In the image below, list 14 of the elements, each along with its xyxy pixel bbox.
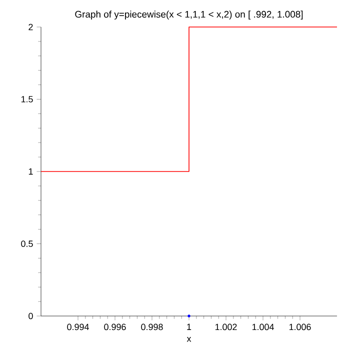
x-tick-label: 0.998 xyxy=(141,324,163,330)
x-tick-label: 1.006 xyxy=(289,324,311,330)
y-tick-label: 0 xyxy=(28,312,33,320)
y-tick-label: 0.5 xyxy=(21,240,33,247)
x-tick-label: 0.996 xyxy=(104,324,126,330)
y-tick-label: 1.5 xyxy=(21,96,33,102)
x-tick-label: 1 xyxy=(187,324,192,330)
y-tick-label: 1 xyxy=(28,168,33,175)
x-tick-label: 1.004 xyxy=(252,324,274,330)
x-axis-title: x xyxy=(186,336,192,342)
x-tick-label: 1.002 xyxy=(215,324,237,330)
x-tick-label: 0.994 xyxy=(67,324,89,330)
chart-title: Graph of y=piecewise(x < 1,1,1 < x,2) on [ .992, 1.008] xyxy=(75,10,303,20)
y-tick-label: 2 xyxy=(28,24,33,30)
